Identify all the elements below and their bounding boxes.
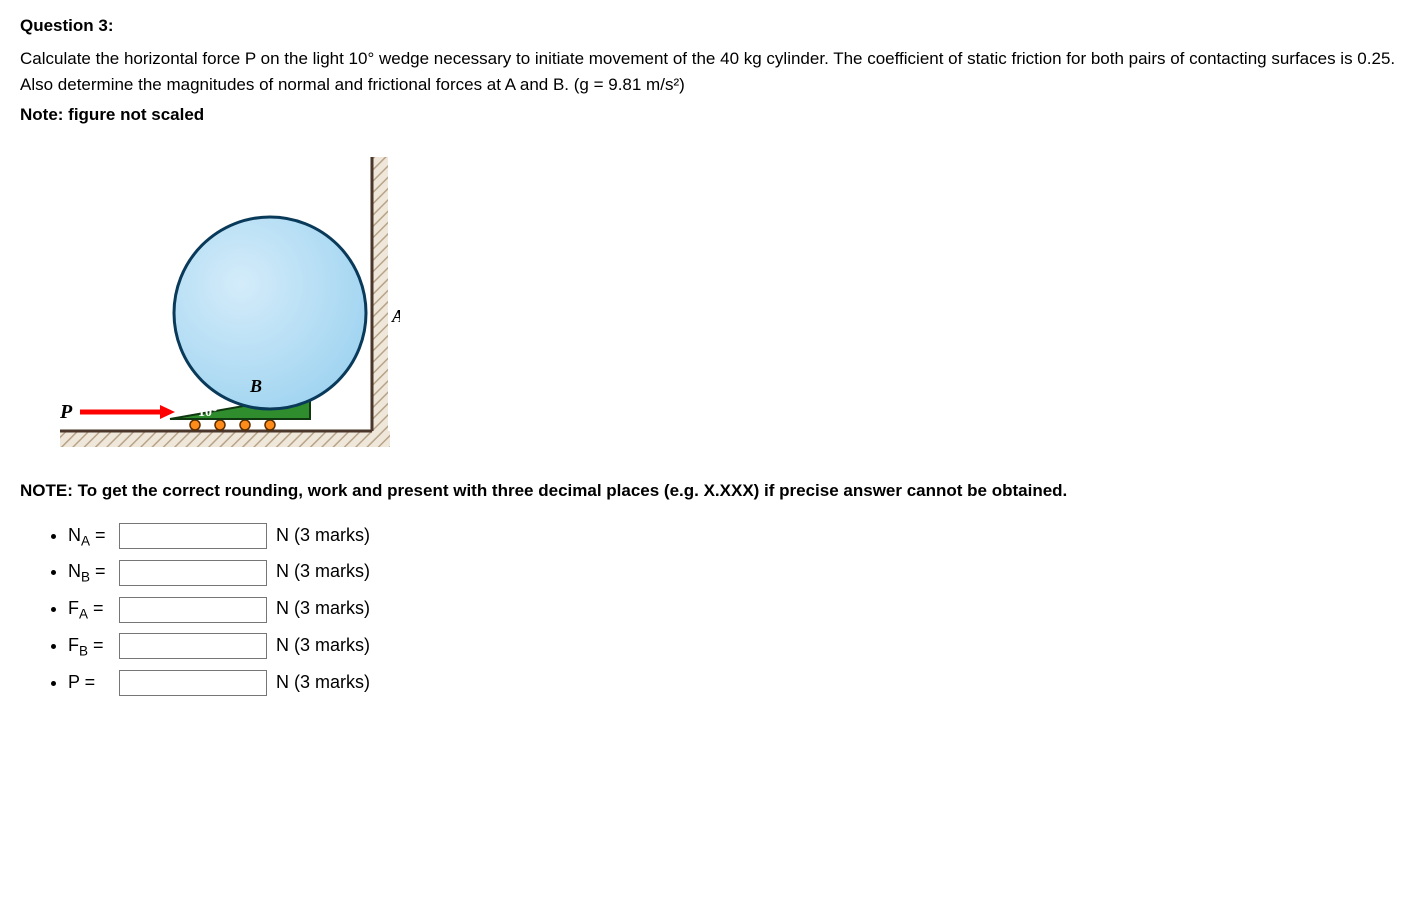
question-title: Question 3:: [20, 16, 1402, 36]
answer-unit-marks: N (3 marks): [271, 561, 370, 581]
svg-text:A: A: [391, 306, 400, 326]
answer-row: P = N (3 marks): [68, 665, 1402, 700]
answer-unit-marks: N (3 marks): [271, 525, 370, 545]
answer-row: NB = N (3 marks): [68, 554, 1402, 591]
answer-unit-marks: N (3 marks): [271, 672, 370, 692]
answer-input-fa[interactable]: [119, 597, 267, 623]
svg-text:P: P: [59, 401, 73, 423]
answer-label: NB =: [68, 554, 114, 591]
answer-input-p[interactable]: [119, 670, 267, 696]
answer-unit-marks: N (3 marks): [271, 598, 370, 618]
rounding-note: NOTE: To get the correct rounding, work …: [20, 478, 1402, 504]
answer-row: NA = N (3 marks): [68, 518, 1402, 555]
answer-input-nb[interactable]: [119, 560, 267, 586]
answer-unit-marks: N (3 marks): [271, 635, 370, 655]
question-body: Calculate the horizontal force P on the …: [20, 46, 1402, 97]
svg-text:10°: 10°: [198, 405, 218, 420]
answer-label: NA =: [68, 518, 114, 555]
answers-list: NA = N (3 marks)NB = N (3 marks)FA = N (…: [20, 518, 1402, 701]
answer-label: FA =: [68, 591, 114, 628]
answer-row: FA = N (3 marks): [68, 591, 1402, 628]
figure-note: Note: figure not scaled: [20, 105, 1402, 125]
answer-label: FB =: [68, 628, 114, 665]
figure: P 10° B A: [20, 137, 1402, 462]
svg-text:B: B: [249, 376, 262, 396]
answer-input-na[interactable]: [119, 523, 267, 549]
answer-input-fb[interactable]: [119, 633, 267, 659]
answer-label: P =: [68, 665, 114, 700]
answer-row: FB = N (3 marks): [68, 628, 1402, 665]
